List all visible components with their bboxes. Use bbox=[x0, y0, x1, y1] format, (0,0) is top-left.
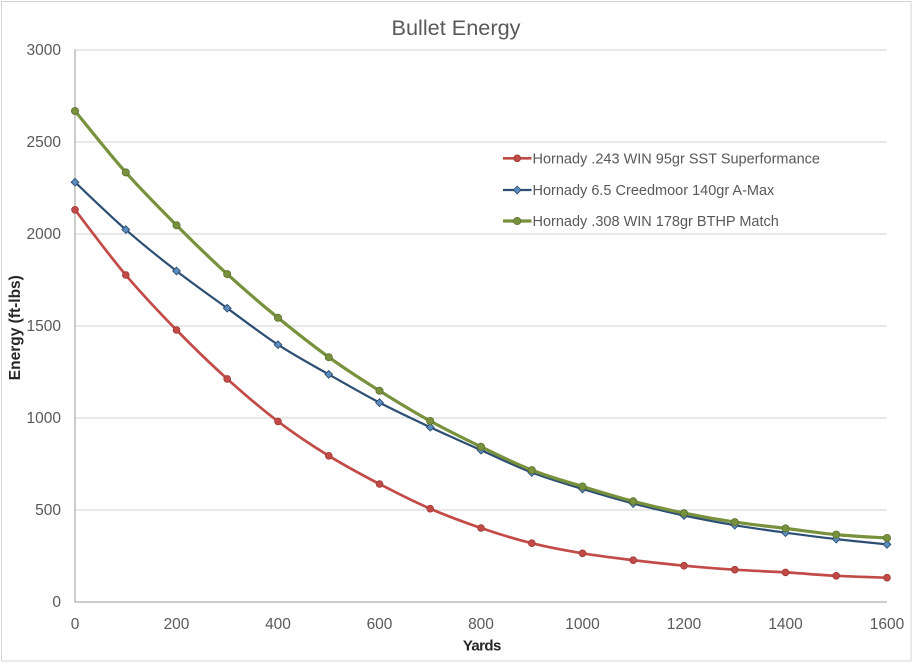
svg-text:500: 500 bbox=[35, 502, 61, 519]
svg-text:Yards: Yards bbox=[463, 638, 501, 655]
svg-text:3000: 3000 bbox=[27, 42, 62, 59]
svg-text:Bullet Energy: Bullet Energy bbox=[392, 15, 521, 40]
svg-text:2500: 2500 bbox=[27, 134, 62, 151]
svg-text:800: 800 bbox=[468, 616, 494, 633]
svg-text:1000: 1000 bbox=[565, 616, 600, 633]
svg-text:Energy (ft-lbs): Energy (ft-lbs) bbox=[7, 275, 24, 380]
svg-text:600: 600 bbox=[367, 616, 393, 633]
svg-text:Hornady .243 WIN 95gr SST Supe: Hornady .243 WIN 95gr SST Superformance bbox=[533, 151, 820, 167]
svg-text:0: 0 bbox=[52, 594, 61, 611]
svg-text:1400: 1400 bbox=[768, 616, 803, 633]
svg-text:1000: 1000 bbox=[27, 410, 62, 427]
svg-text:Hornady 6.5 Creedmoor 140gr A-: Hornady 6.5 Creedmoor 140gr A-Max bbox=[533, 183, 776, 199]
svg-text:2000: 2000 bbox=[27, 226, 62, 243]
svg-text:400: 400 bbox=[265, 616, 291, 633]
svg-text:1600: 1600 bbox=[870, 616, 905, 633]
svg-text:Hornady .308 WIN 178gr BTHP Ma: Hornady .308 WIN 178gr BTHP Match bbox=[533, 214, 779, 230]
svg-text:1500: 1500 bbox=[27, 318, 62, 335]
svg-text:1200: 1200 bbox=[667, 616, 702, 633]
svg-text:0: 0 bbox=[71, 616, 80, 633]
svg-text:200: 200 bbox=[164, 616, 190, 633]
